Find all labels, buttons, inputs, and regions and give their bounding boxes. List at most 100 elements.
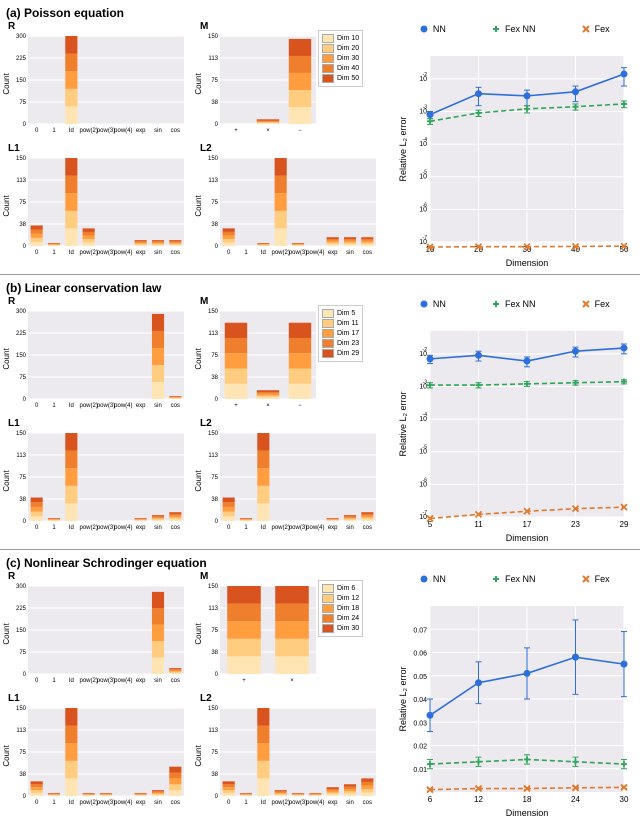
svg-text:300: 300 (16, 34, 27, 40)
svg-text:113: 113 (208, 56, 218, 62)
svg-text:113: 113 (16, 453, 26, 459)
svg-text:Id: Id (69, 250, 74, 256)
svg-text:exp: exp (136, 403, 146, 409)
legend-label: Dim 40 (337, 65, 359, 72)
y-axis-label: Count (194, 195, 203, 216)
svg-text:pow(2): pow(2) (79, 128, 97, 134)
svg-text:1: 1 (52, 128, 56, 134)
svg-text:38: 38 (211, 497, 218, 503)
svg-text:×: × (290, 678, 294, 684)
svg-text:pow(4): pow(4) (114, 128, 132, 134)
svg-text:38: 38 (211, 375, 218, 381)
svg-text:150: 150 (16, 431, 27, 437)
svg-text:Id: Id (69, 525, 74, 531)
dim-legend: Dim 10Dim 20Dim 30Dim 40Dim 50 (318, 30, 363, 87)
line-legend: NN Fex NN Fex (396, 24, 632, 34)
svg-text:Relative L₂ error: Relative L₂ error (398, 666, 408, 731)
y-axis-label: Count (2, 745, 11, 766)
svg-text:Relative L₂ error: Relative L₂ error (398, 391, 408, 456)
bar-plot-R: RCount07515022530001Idpow(2)pow(3)pow(4)… (6, 32, 186, 136)
svg-text:exp: exp (136, 250, 146, 256)
svg-text:0: 0 (227, 250, 231, 256)
svg-text:Id: Id (261, 525, 266, 531)
svg-text:0.04: 0.04 (413, 697, 427, 704)
svg-text:113: 113 (208, 453, 218, 459)
bar-plot-title: L2 (200, 693, 212, 704)
svg-text:150: 150 (208, 584, 219, 590)
svg-text:pow(4): pow(4) (306, 250, 324, 256)
svg-text:pow(2): pow(2) (79, 525, 97, 531)
svg-text:113: 113 (208, 728, 218, 734)
y-axis-label: Count (2, 348, 11, 369)
bar-plot-title: R (8, 571, 15, 582)
svg-text:113: 113 (16, 178, 26, 184)
svg-text:-5: -5 (423, 170, 428, 176)
svg-text:exp: exp (136, 678, 146, 684)
svg-text:150: 150 (16, 78, 27, 84)
svg-text:0.02: 0.02 (413, 744, 427, 751)
svg-text:0: 0 (23, 397, 27, 403)
svg-text:-7: -7 (423, 510, 428, 516)
svg-text:300: 300 (16, 584, 27, 590)
svg-text:225: 225 (16, 606, 27, 612)
svg-text:sin: sin (154, 403, 162, 409)
svg-text:18: 18 (523, 795, 532, 804)
section-poisson: (a) Poisson equationRCount07515022530001… (0, 0, 640, 274)
y-axis-label: Count (194, 623, 203, 644)
legend-label: Dim 29 (337, 350, 359, 357)
svg-text:30: 30 (620, 795, 629, 804)
svg-text:-3: -3 (423, 104, 428, 110)
svg-text:38: 38 (19, 222, 26, 228)
svg-text:pow(2): pow(2) (79, 403, 97, 409)
svg-text:0: 0 (35, 403, 39, 409)
section-nls: (c) Nonlinear Schrodinger equationR Count… (0, 549, 640, 824)
line-legend: NN Fex NN Fex (396, 574, 632, 584)
svg-text:1: 1 (244, 525, 248, 531)
svg-text:pow(2): pow(2) (79, 800, 97, 806)
svg-text:sin: sin (346, 800, 354, 806)
svg-text:pow(3): pow(3) (289, 525, 307, 531)
y-axis-label: Count (2, 470, 11, 491)
y-axis-label: Count (2, 195, 11, 216)
svg-text:38: 38 (19, 772, 26, 778)
svg-text:-5: -5 (423, 445, 428, 451)
svg-text:150: 150 (16, 628, 27, 634)
svg-text:75: 75 (19, 200, 26, 206)
svg-text:0: 0 (35, 678, 39, 684)
svg-text:113: 113 (208, 606, 218, 612)
section-title: (c) Nonlinear Schrodinger equation (6, 556, 640, 570)
svg-text:×: × (266, 128, 270, 134)
y-axis-label: Count (2, 623, 11, 644)
svg-text:cos: cos (171, 403, 180, 409)
svg-text:0: 0 (227, 800, 231, 806)
svg-text:225: 225 (16, 331, 27, 337)
bar-plot-title: R (8, 296, 15, 307)
svg-text:1: 1 (52, 250, 56, 256)
svg-text:38: 38 (211, 100, 218, 106)
svg-text:exp: exp (136, 525, 146, 531)
svg-text:Id: Id (261, 800, 266, 806)
svg-text:pow(3): pow(3) (289, 250, 307, 256)
bar-plot-title: L1 (8, 418, 20, 429)
svg-text:113: 113 (208, 331, 218, 337)
svg-text:75: 75 (211, 750, 218, 756)
svg-text:1: 1 (244, 250, 248, 256)
svg-text:1: 1 (244, 800, 248, 806)
svg-text:75: 75 (19, 100, 26, 106)
line-legend: NN Fex NN Fex (396, 299, 632, 309)
bar-plot-L1: L1Count0387511315001Idpow(2)pow(3)pow(4)… (6, 704, 186, 808)
svg-text:0.06: 0.06 (413, 651, 427, 658)
svg-text:Id: Id (69, 678, 74, 684)
bar-plot-L2: L2Count0387511315001Idpow(2)pow(3)pow(4)… (198, 704, 378, 808)
dim-legend: Dim 6Dim 12Dim 18Dim 24Dim 30 (318, 580, 363, 637)
bar-plot-title: M (200, 21, 208, 32)
svg-text:cos: cos (171, 678, 180, 684)
svg-text:sin: sin (154, 525, 162, 531)
legend-label: Dim 18 (337, 605, 359, 612)
svg-text:38: 38 (211, 222, 218, 228)
svg-text:0: 0 (35, 250, 39, 256)
svg-text:pow(4): pow(4) (114, 250, 132, 256)
svg-text:+: + (234, 128, 238, 134)
svg-text:cos: cos (171, 250, 180, 256)
legend-label: Dim 17 (337, 330, 359, 337)
